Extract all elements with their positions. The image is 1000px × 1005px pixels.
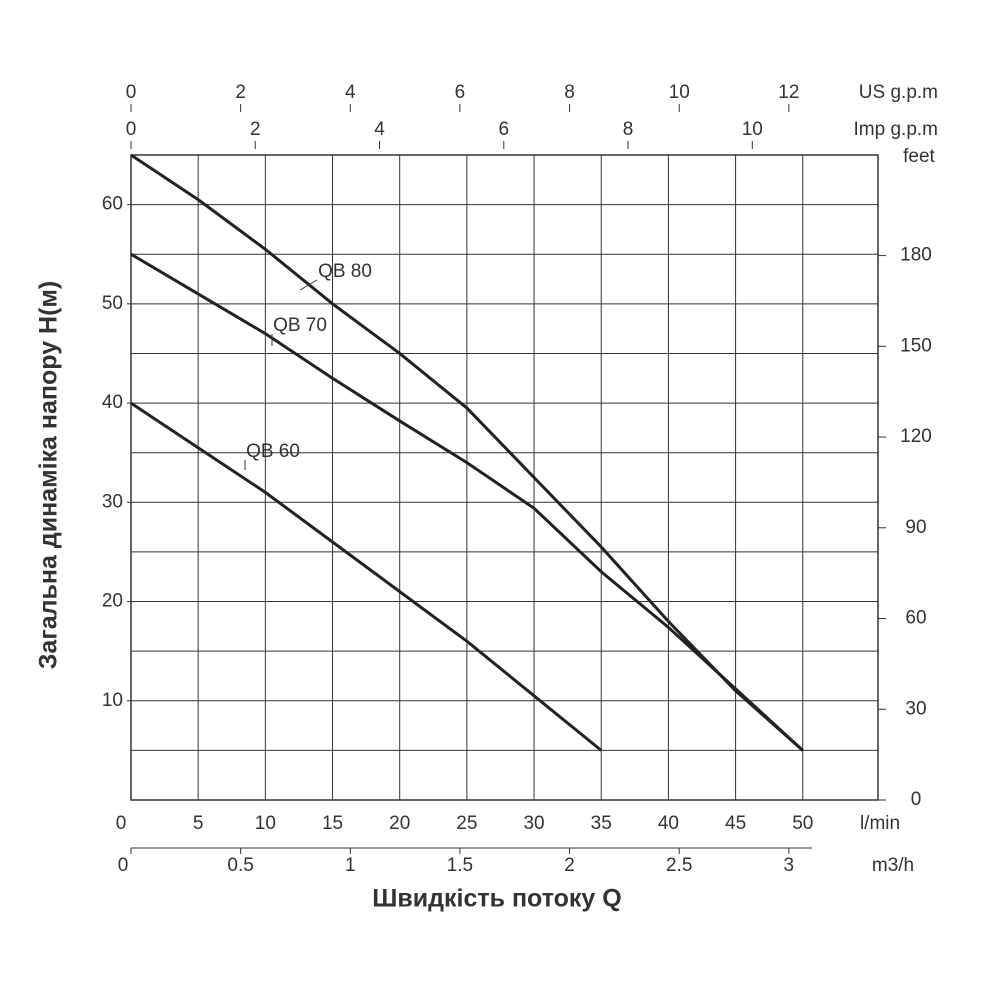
x-tick-label: 30: [523, 813, 544, 834]
top-tick-label: 2: [235, 82, 246, 103]
curve-label: QB 80: [318, 261, 372, 282]
top-tick-label: 0: [126, 82, 137, 103]
x-tick-label: 20: [389, 813, 410, 834]
x-axis-label: l/min: [860, 813, 900, 834]
x-title: Швидкість потоку Q: [372, 885, 621, 913]
curve: [130, 252, 804, 752]
bottom2-tick-label: 2.5: [666, 855, 692, 876]
bottom2-tick-label: 2: [564, 855, 575, 876]
x-tick-label: 10: [255, 813, 276, 834]
top-axis-label: Imp g.p.m: [854, 119, 938, 140]
top-tick-label: 10: [742, 119, 763, 140]
curve: [130, 153, 804, 752]
y-tick-label: 30: [102, 491, 123, 512]
top-tick-label: 6: [498, 119, 509, 140]
label-leader: [299, 279, 318, 291]
y-tick-label: 60: [102, 194, 123, 215]
curve: [130, 401, 603, 752]
top-tick-label: 6: [455, 82, 466, 103]
top-tick-label: 10: [669, 82, 690, 103]
y-tick-label: 50: [102, 293, 123, 314]
y-tick-label: 40: [102, 392, 123, 413]
top-axis-label: US g.p.m: [859, 82, 938, 103]
bottom2-tick-label: 1: [345, 855, 356, 876]
top-tick-label: 2: [250, 119, 261, 140]
x-tick-label: 15: [322, 813, 343, 834]
y-title: Загальна динаміка напору H(м): [35, 281, 63, 670]
y2-axis-label: feet: [903, 146, 935, 167]
curve-label: QB 70: [273, 315, 327, 336]
bottom2-tick-label: 3: [784, 855, 795, 876]
y-tick-label: 20: [102, 591, 123, 612]
bottom2-axis-label: m3/h: [872, 855, 914, 876]
top-tick-label: 4: [345, 82, 356, 103]
x-tick-label: 35: [591, 813, 612, 834]
y2-tick-label: 60: [905, 608, 926, 629]
y2-tick-label: 180: [900, 245, 932, 266]
bottom2-tick-label: 0: [118, 855, 129, 876]
y2-tick-label: 0: [911, 789, 922, 810]
x-tick-label: 40: [658, 813, 679, 834]
y2-tick-label: 30: [905, 698, 926, 719]
x-tick-label: 50: [792, 813, 813, 834]
top-tick-label: 12: [778, 82, 799, 103]
x-tick-label: 45: [725, 813, 746, 834]
x-tick-label: 25: [456, 813, 477, 834]
y2-tick-label: 150: [900, 335, 932, 356]
y2-tick-label: 120: [900, 426, 932, 447]
curve-label: QB 60: [246, 441, 300, 462]
x-tick-label: 5: [193, 813, 204, 834]
top-tick-label: 8: [564, 82, 575, 103]
bottom2-tick-label: 1.5: [447, 855, 473, 876]
y-tick-label: 10: [102, 690, 123, 711]
bottom2-tick-label: 0.5: [227, 855, 253, 876]
top-tick-label: 4: [374, 119, 385, 140]
x-tick-label: 0: [116, 813, 127, 834]
top-tick-label: 0: [126, 119, 137, 140]
top-tick-label: 8: [623, 119, 634, 140]
y2-tick-label: 90: [905, 517, 926, 538]
